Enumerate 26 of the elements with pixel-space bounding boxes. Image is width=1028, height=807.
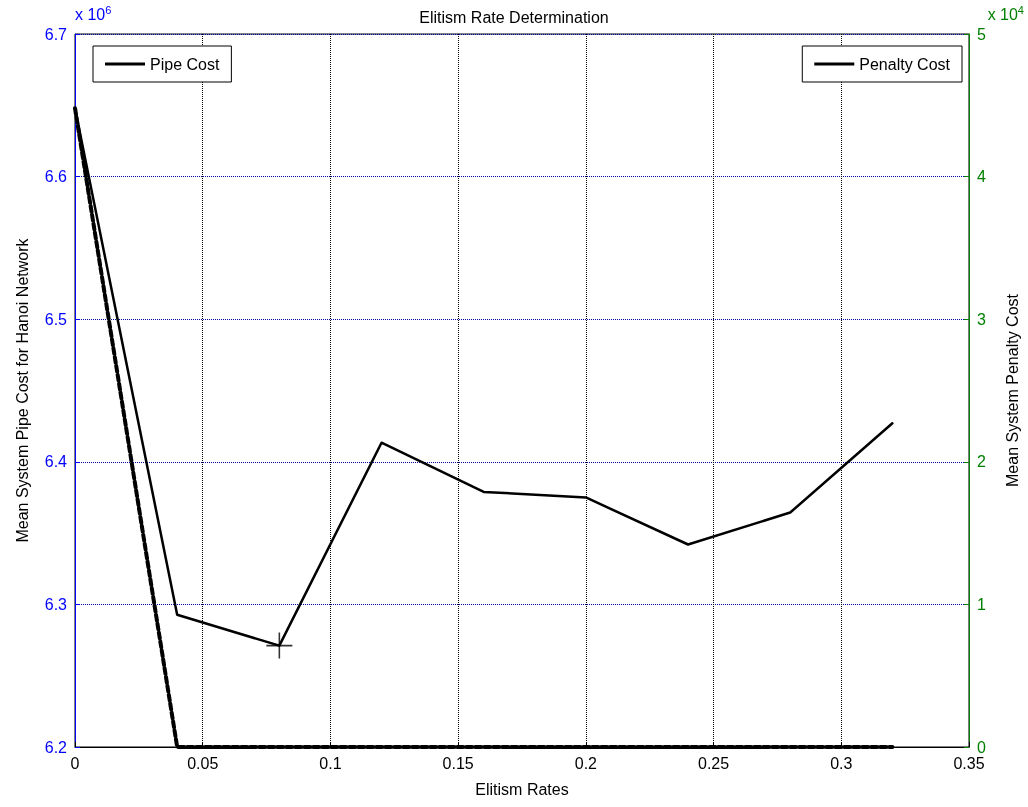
x-tick-label: 0.05	[187, 754, 219, 772]
y-tick-label: 6.6	[44, 168, 68, 186]
y-tick-label: 6.2	[44, 738, 68, 756]
x-tick-label: 0.2	[574, 754, 598, 772]
chart-title: Elitism Rate Determination	[419, 8, 609, 26]
y2-tick-label: 5	[977, 25, 986, 43]
legend-label: Penalty Cost	[859, 55, 951, 73]
x-tick-label: 0.15	[442, 754, 474, 772]
y-tick-label: 6.3	[44, 595, 68, 613]
x-tick-label: 0.25	[698, 754, 730, 772]
y2-tick-label: 3	[977, 310, 986, 328]
x-axis-title: Elitism Rates	[475, 780, 569, 798]
y-axis-title: Mean System Pipe Cost for Hanoi Network	[13, 237, 31, 543]
y2-tick-label: 4	[977, 168, 986, 186]
y-tick-label: 6.5	[44, 310, 68, 328]
y2-tick-label: 1	[977, 595, 986, 613]
y-tick-label: 6.7	[44, 25, 68, 43]
y2-tick-label: 2	[977, 453, 986, 471]
y-tick-label: 6.4	[44, 453, 68, 471]
x-tick-label: 0.35	[953, 754, 985, 772]
legend-label: Pipe Cost	[150, 55, 220, 73]
x-tick-label: 0.3	[830, 754, 853, 772]
x-tick-label: 0	[70, 754, 80, 772]
x-tick-label: 0.1	[319, 754, 342, 772]
y2-axis-title: Mean System Penalty Cost	[1003, 293, 1021, 487]
y2-tick-label: 0	[977, 738, 986, 756]
